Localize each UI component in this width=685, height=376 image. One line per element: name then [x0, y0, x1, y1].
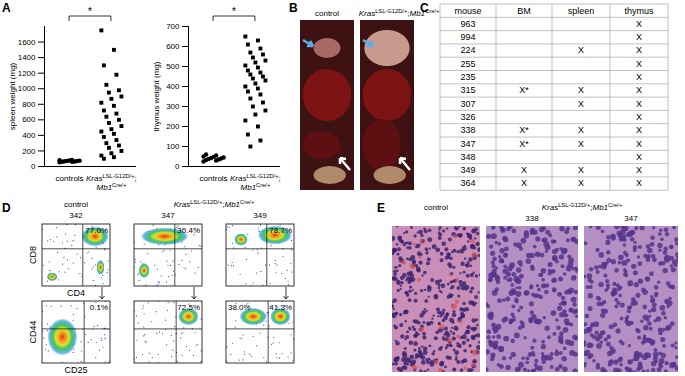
svg-text:X: X [578, 99, 584, 109]
svg-text:600: 600 [22, 115, 36, 124]
svg-text:72.5%: 72.5% [177, 303, 200, 312]
svg-text:CD4: CD4 [67, 288, 85, 298]
svg-text:X: X [578, 125, 584, 135]
svg-text:800: 800 [22, 100, 36, 109]
svg-text:1400: 1400 [18, 53, 36, 62]
svg-text:349: 349 [253, 211, 267, 220]
svg-text:38.0%: 38.0% [228, 303, 251, 312]
svg-text:300: 300 [166, 102, 180, 111]
svg-text:X: X [578, 165, 584, 175]
svg-text:KrasLSL-G12D/+;Mb1Cre/+: KrasLSL-G12D/+;Mb1Cre/+ [359, 8, 440, 18]
svg-text:307: 307 [460, 99, 475, 109]
svg-text:X: X [636, 125, 642, 135]
svg-text:315: 315 [460, 85, 475, 95]
svg-text:spleen weight (mg): spleen weight (mg) [8, 62, 17, 130]
svg-text:0: 0 [175, 162, 180, 171]
svg-text:A: A [2, 1, 11, 15]
svg-text:235: 235 [460, 72, 475, 82]
svg-text:spleen: spleen [568, 6, 595, 16]
svg-text:B: B [289, 1, 298, 15]
svg-text:0: 0 [31, 162, 36, 171]
svg-text:349: 349 [460, 165, 475, 175]
svg-text:1600: 1600 [18, 38, 36, 47]
svg-text:200: 200 [22, 147, 36, 156]
svg-text:X: X [636, 45, 642, 55]
svg-text:E: E [377, 201, 385, 215]
svg-text:500: 500 [166, 62, 180, 71]
svg-text:control: control [424, 203, 448, 212]
svg-text:CD8: CD8 [28, 246, 38, 264]
svg-text:1000: 1000 [18, 84, 36, 93]
svg-text:KrasLSL-G12D/+;Mb1Cre/+: KrasLSL-G12D/+;Mb1Cre/+ [174, 199, 255, 209]
svg-text:364: 364 [460, 178, 475, 188]
svg-text:348: 348 [460, 152, 475, 162]
svg-text:KrasLSL-G12D/+;Mb1Cre/+: KrasLSL-G12D/+;Mb1Cre/+ [542, 202, 623, 212]
svg-text:338: 338 [525, 214, 539, 223]
svg-text:224: 224 [460, 45, 475, 55]
svg-text:X*: X* [519, 85, 529, 95]
svg-text:X: X [636, 99, 642, 109]
svg-text:600: 600 [166, 42, 180, 51]
svg-text:X: X [636, 19, 642, 29]
svg-text:X: X [636, 85, 642, 95]
svg-text:1200: 1200 [18, 69, 36, 78]
svg-text:30.4%: 30.4% [177, 226, 200, 235]
svg-text:X: X [636, 112, 642, 122]
svg-text:347: 347 [624, 214, 638, 223]
svg-text:X: X [636, 139, 642, 149]
svg-text:X: X [636, 72, 642, 82]
svg-text:963: 963 [460, 19, 475, 29]
svg-text:X: X [578, 85, 584, 95]
svg-text:255: 255 [460, 59, 475, 69]
svg-text:994: 994 [460, 32, 475, 42]
svg-text:thymus weight (mg): thymus weight (mg) [152, 61, 161, 131]
svg-text:X: X [578, 139, 584, 149]
svg-text:*: * [88, 6, 92, 17]
svg-text:mouse: mouse [454, 6, 481, 16]
svg-text:41.3%: 41.3% [269, 303, 292, 312]
svg-text:X: X [636, 32, 642, 42]
svg-text:X: X [521, 165, 527, 175]
svg-text:X: X [521, 178, 527, 188]
svg-text:CD44: CD44 [28, 320, 38, 343]
svg-text:338: 338 [460, 125, 475, 135]
svg-text:controls: controls [200, 174, 228, 183]
svg-text:X: X [636, 59, 642, 69]
svg-text:thymus: thymus [624, 6, 654, 16]
svg-text:D: D [2, 201, 11, 215]
svg-text:0.1%: 0.1% [90, 303, 108, 312]
svg-text:X: X [636, 165, 642, 175]
svg-text:X: X [636, 178, 642, 188]
svg-text:KrasLSL-G12D/+;Mb1Cre/+: KrasLSL-G12D/+;Mb1Cre/+ [230, 173, 281, 192]
svg-text:100: 100 [166, 142, 180, 151]
svg-text:X*: X* [519, 139, 529, 149]
svg-text:326: 326 [460, 112, 475, 122]
svg-text:X: X [578, 45, 584, 55]
svg-text:KrasLSL-G12D/+;Mb1Cre/+: KrasLSL-G12D/+;Mb1Cre/+ [86, 173, 137, 192]
svg-text:X: X [636, 152, 642, 162]
svg-text:400: 400 [22, 131, 36, 140]
svg-text:78.7%: 78.7% [269, 226, 292, 235]
svg-text:342: 342 [69, 211, 83, 220]
svg-text:X: X [578, 178, 584, 188]
svg-text:77.0%: 77.0% [85, 226, 108, 235]
svg-text:700: 700 [166, 22, 180, 31]
svg-text:control: control [64, 200, 88, 209]
svg-text:controls: controls [56, 174, 84, 183]
svg-text:347: 347 [161, 211, 175, 220]
svg-text:CD25: CD25 [64, 365, 87, 375]
svg-text:347: 347 [460, 139, 475, 149]
svg-text:200: 200 [166, 122, 180, 131]
svg-text:*: * [232, 6, 236, 17]
svg-text:BM: BM [517, 6, 531, 16]
svg-text:X*: X* [519, 125, 529, 135]
svg-text:400: 400 [166, 82, 180, 91]
svg-text:control: control [315, 9, 339, 18]
